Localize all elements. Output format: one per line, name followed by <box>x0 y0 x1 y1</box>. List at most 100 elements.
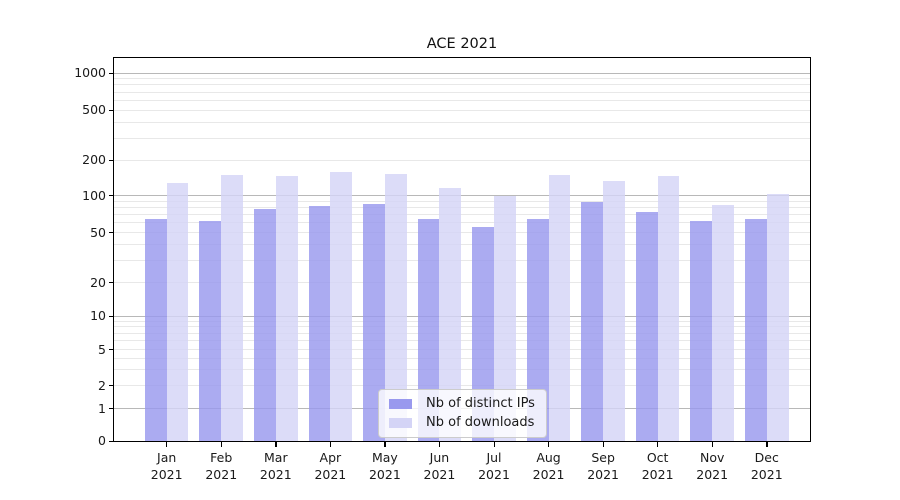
bar-downloads-jul <box>494 195 516 441</box>
y-axis-tick <box>108 385 114 387</box>
y-axis-tick-label: 1 <box>98 400 106 416</box>
bar-downloads-mar <box>275 175 298 441</box>
bar-distinct-ips-nov <box>690 221 713 441</box>
bar-distinct-ips-jul <box>472 226 494 441</box>
bar-distinct-ips-dec <box>744 218 767 441</box>
y-gridline-minor <box>114 91 810 93</box>
y-gridline-minor <box>114 232 810 234</box>
y-gridline-minor <box>114 200 810 202</box>
bar-downloads-may <box>384 174 407 441</box>
x-axis-tick-label: May 2021 <box>368 450 401 482</box>
x-axis-tick <box>766 442 768 447</box>
x-axis-tick-label: Oct 2021 <box>641 450 674 482</box>
x-axis-tick <box>166 442 168 447</box>
x-axis-tick <box>602 442 604 447</box>
y-gridline-minor <box>114 349 810 350</box>
y-gridline-major <box>114 72 810 74</box>
y-axis-tick-label: 1000 <box>74 65 106 80</box>
x-axis-tick-label: Apr 2021 <box>314 450 347 482</box>
y-gridline-major <box>114 315 810 317</box>
bar-downloads-apr <box>330 171 353 441</box>
legend-swatch-distinct-ips <box>389 398 412 410</box>
y-gridline-minor <box>114 369 810 371</box>
bar-downloads-nov <box>712 204 734 441</box>
y-axis-tick-label: 100 <box>82 187 106 203</box>
plot-inner <box>114 58 810 441</box>
legend-label-downloads: Nb of downloads <box>426 415 535 430</box>
y-gridline-minor <box>114 214 810 216</box>
legend-label-distinct-ips: Nb of distinct IPs <box>426 396 535 411</box>
bar-downloads-dec <box>766 193 789 441</box>
y-gridline-minor <box>114 159 810 161</box>
bar-distinct-ips-oct <box>635 212 658 441</box>
y-axis-tick <box>108 315 114 318</box>
y-gridline-minor <box>114 326 810 328</box>
y-axis-tick <box>108 109 114 111</box>
bar-distinct-ips-jan <box>144 218 167 441</box>
bar-distinct-ips-mar <box>254 208 276 441</box>
bar-distinct-ips-apr <box>308 206 331 441</box>
x-axis-tick-label: Aug 2021 <box>532 450 565 482</box>
x-axis-tick-label: Sep 2021 <box>587 450 619 482</box>
y-axis-tick-label: 50 <box>90 224 106 240</box>
bar-downloads-sep <box>603 181 625 441</box>
x-axis-tick <box>438 442 441 447</box>
y-axis-tick <box>108 408 114 410</box>
x-axis-tick <box>493 442 495 447</box>
y-gridline-minor <box>114 109 810 111</box>
x-axis-tick <box>275 442 277 447</box>
legend-swatch-downloads <box>389 417 412 429</box>
x-axis-tick <box>384 442 386 447</box>
y-gridline-minor <box>114 357 810 359</box>
y-axis-tick-label: 2 <box>98 377 106 393</box>
bar-distinct-ips-feb <box>199 221 222 441</box>
y-axis-tick-label: 0 <box>98 433 106 448</box>
x-axis-tick-label: Jun 2021 <box>423 450 456 482</box>
y-gridline-minor <box>114 222 810 224</box>
y-gridline-minor <box>114 260 810 262</box>
y-axis-tick <box>108 440 114 442</box>
y-axis-tick <box>108 159 114 162</box>
chart-title: ACE 2021 <box>426 36 498 52</box>
bar-downloads-feb <box>221 174 244 441</box>
y-axis-tick-label: 10 <box>90 308 106 324</box>
y-axis-tick-label: 200 <box>82 152 106 168</box>
x-axis-tick <box>329 442 332 447</box>
x-axis-tick <box>657 442 659 447</box>
bar-downloads-jan <box>166 182 189 441</box>
y-gridline-minor <box>114 206 810 208</box>
legend-item-distinct-ips: Nb of distinct IPs <box>389 397 535 411</box>
y-axis-tick-label: 5 <box>98 341 106 357</box>
bar-distinct-ips-sep <box>581 202 604 441</box>
x-axis-tick-label: Dec 2021 <box>750 450 783 482</box>
y-gridline-minor <box>114 84 810 86</box>
y-axis-tick-label: 20 <box>90 274 106 290</box>
x-axis-tick-label: Feb 2021 <box>205 450 238 482</box>
x-axis-tick <box>711 442 713 447</box>
y-gridline-minor <box>114 99 810 101</box>
legend-item-downloads: Nb of downloads <box>389 416 535 430</box>
bar-distinct-ips-aug <box>526 219 549 441</box>
bar-downloads-aug <box>548 175 571 441</box>
x-axis-tick <box>548 442 550 447</box>
y-gridline-major <box>114 195 810 196</box>
y-axis-tick <box>108 195 114 197</box>
y-axis-tick <box>108 232 114 234</box>
x-axis-tick <box>220 442 223 447</box>
bar-downloads-oct <box>657 176 680 441</box>
y-gridline-minor <box>114 340 810 342</box>
x-axis-tick-label: Nov 2021 <box>696 450 729 482</box>
y-gridline-minor <box>114 121 810 123</box>
x-axis-tick-label: Mar 2021 <box>259 450 292 482</box>
y-gridline-minor <box>114 244 810 246</box>
y-axis-tick <box>108 72 114 74</box>
y-gridline-minor <box>114 137 810 139</box>
bar-distinct-ips-jun <box>417 218 440 441</box>
y-axis-tick-label: 500 <box>82 102 106 117</box>
plot-area <box>113 57 811 442</box>
legend: Nb of distinct IPs Nb of downloads <box>378 389 547 438</box>
y-gridline-minor <box>114 282 810 284</box>
y-gridline-minor <box>114 78 810 80</box>
y-axis-tick <box>108 349 114 351</box>
